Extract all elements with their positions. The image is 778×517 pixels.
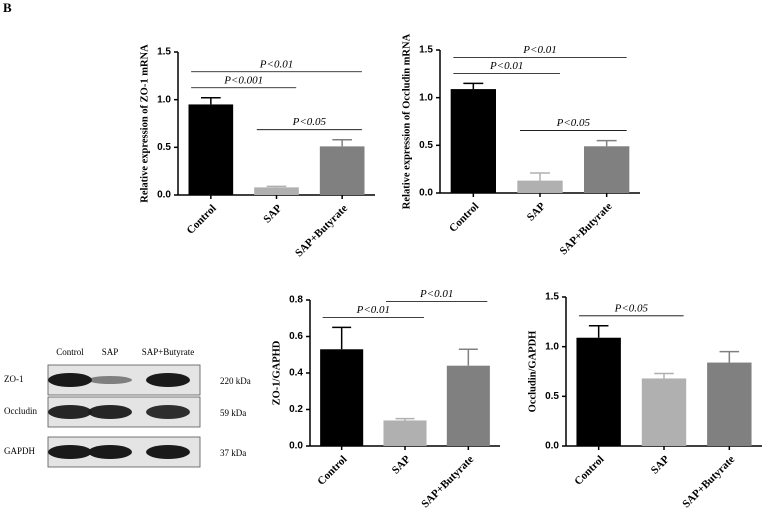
bar <box>188 104 234 195</box>
blot-band <box>146 445 190 459</box>
bar <box>320 349 364 446</box>
blot-band <box>88 376 132 384</box>
blot-band <box>48 445 92 459</box>
lane-label: SAP+Butyrate <box>142 347 195 357</box>
y-tick-label: 0.5 <box>419 140 433 151</box>
bar <box>707 362 752 446</box>
lane-label: SAP <box>102 347 119 357</box>
x-tick-label: SAP+Butyrate <box>680 453 737 510</box>
x-tick-label: SAP <box>261 202 284 225</box>
panel-label: B <box>3 0 12 15</box>
y-axis-label: Relative expression of Occludin mRNA <box>401 33 412 209</box>
y-tick-label: 0.6 <box>289 331 303 342</box>
x-tick-label: Control <box>572 453 606 487</box>
bar <box>517 180 563 193</box>
blot-band <box>48 405 92 419</box>
significance-label: P<0.01 <box>489 60 523 72</box>
x-tick-label: Control <box>447 200 481 234</box>
significance-label: P<0.05 <box>556 117 591 129</box>
y-axis-label: Occludin/GAPDH <box>527 331 538 413</box>
bar <box>319 146 365 195</box>
significance-label: P<0.05 <box>614 302 649 314</box>
significance-label: P<0.05 <box>292 116 327 128</box>
y-tick-label: 1.5 <box>419 45 433 56</box>
row-label: ZO-1 <box>4 374 24 384</box>
bar <box>584 146 630 193</box>
bar <box>576 337 621 446</box>
x-tick-label: SAP+Butyrate <box>293 202 350 259</box>
significance-label: P<0.01 <box>419 288 453 300</box>
y-axis-label: ZO-1/GAPHD <box>271 340 282 405</box>
x-tick-label: Control <box>184 202 218 236</box>
row-label: GAPDH <box>4 446 36 456</box>
row-label: Occludin <box>4 406 37 416</box>
y-tick-label: 0.5 <box>157 142 171 153</box>
blot-band <box>88 405 132 419</box>
bar <box>254 187 299 195</box>
lane-label: Control <box>56 347 84 357</box>
significance-label: P<0.01 <box>356 304 390 316</box>
blot-band <box>146 373 190 387</box>
y-tick-label: 1.5 <box>157 47 171 58</box>
blot-band <box>48 373 92 387</box>
x-tick-label: SAP <box>525 200 548 223</box>
x-tick-label: SAP+Butyrate <box>558 200 615 257</box>
y-tick-label: 1.0 <box>157 94 171 105</box>
y-tick-label: 0.5 <box>545 391 559 402</box>
significance-label: P<0.01 <box>259 58 293 70</box>
size-label: 220 kDa <box>220 376 251 386</box>
blot-band <box>146 405 190 419</box>
blot-band <box>88 445 132 459</box>
y-tick-label: 1.0 <box>545 341 559 352</box>
y-tick-label: 1.5 <box>545 292 559 303</box>
y-axis-label: Relative expression of ZO-1 mRNA <box>139 44 150 203</box>
bar <box>450 89 496 193</box>
bar <box>383 420 427 446</box>
x-tick-label: SAP+Butyrate <box>419 453 476 510</box>
y-tick-label: 0.8 <box>289 295 303 306</box>
size-label: 59 kDa <box>220 408 246 418</box>
y-tick-label: 0.0 <box>289 441 303 452</box>
y-tick-label: 0.2 <box>289 404 303 415</box>
y-tick-label: 0.0 <box>545 441 559 452</box>
y-tick-label: 0.0 <box>157 190 171 201</box>
size-label: 37 kDa <box>220 448 246 458</box>
x-tick-label: SAP <box>649 453 672 476</box>
bar <box>446 365 490 446</box>
y-tick-label: 0.4 <box>289 368 303 379</box>
significance-label: P<0.01 <box>522 44 556 56</box>
y-tick-label: 1.0 <box>419 92 433 103</box>
x-tick-label: SAP <box>390 453 413 476</box>
x-tick-label: Control <box>315 453 349 487</box>
y-tick-label: 0.0 <box>419 188 433 199</box>
bar <box>641 378 687 446</box>
significance-label: P<0.001 <box>223 74 263 86</box>
